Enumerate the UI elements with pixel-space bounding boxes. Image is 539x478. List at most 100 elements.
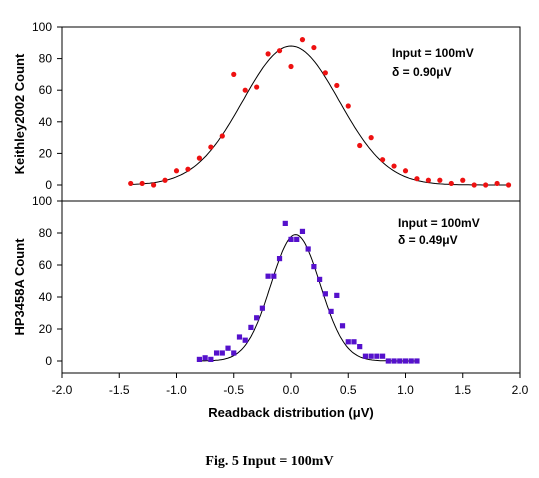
data-point [288, 236, 294, 242]
fit-curve [199, 234, 417, 362]
data-point [231, 71, 237, 77]
data-point [345, 339, 351, 345]
data-point [334, 82, 340, 89]
data-point [317, 276, 323, 282]
y-axis-title: Keithley2002 Count [12, 53, 27, 174]
y-tick-label: 80 [39, 52, 53, 66]
data-point [385, 358, 391, 364]
data-point [402, 358, 409, 364]
data-point [494, 180, 500, 187]
data-point [299, 228, 306, 234]
data-point [139, 180, 145, 187]
y-tick-label: 80 [39, 226, 53, 240]
data-point [328, 308, 334, 314]
x-tick-label: 0.0 [283, 383, 300, 397]
panel-1: 0 20 40 60 80 100 Keithley2002 Count Input = 10… [12, 20, 512, 192]
data-point [173, 168, 180, 174]
data-point [288, 63, 294, 70]
annotation: Input = 100mV [398, 216, 480, 230]
x-tick-label: -1.0 [166, 383, 187, 397]
data-point [408, 358, 414, 364]
y-tick-label: 20 [39, 322, 53, 336]
data-point [305, 246, 311, 252]
data-point [299, 37, 306, 43]
data-point [391, 163, 397, 169]
data-point [357, 142, 363, 149]
data-point [460, 177, 466, 183]
x-tick-label: 1.5 [454, 383, 471, 397]
y-tick-label: 0 [45, 178, 52, 192]
data-point [219, 350, 225, 356]
annotation: Input = 100mV [392, 46, 474, 60]
data-point [437, 177, 443, 183]
data-point [294, 236, 300, 242]
y-tick-label: 60 [39, 258, 53, 272]
data-point [368, 353, 374, 359]
data-point [271, 273, 277, 279]
data-point [276, 48, 283, 54]
data-point [414, 176, 420, 182]
x-tick-label: -2.0 [52, 383, 73, 397]
x-axis-title: Readback distribution (μV) [208, 405, 373, 420]
x-tick-label: 1.0 [397, 383, 414, 397]
fit-curve [130, 45, 509, 186]
x-tick-label: -0.5 [223, 383, 244, 397]
data-point [259, 305, 265, 311]
data-point [208, 356, 214, 362]
data-point [505, 182, 512, 188]
data-point [368, 135, 374, 141]
y-tick-label: 100 [32, 194, 52, 208]
data-point [128, 180, 134, 187]
data-point [219, 133, 225, 139]
y-tick-label: 20 [39, 146, 53, 160]
annotation: δ = 0.49μV [398, 233, 458, 247]
y-tick-label: 40 [39, 115, 53, 129]
data-point [185, 166, 191, 172]
data-point [471, 182, 477, 188]
data-point [483, 182, 489, 188]
data-point [345, 103, 351, 109]
annotation: δ = 0.90μV [392, 65, 452, 79]
data-point [254, 315, 260, 321]
data-point [448, 180, 454, 187]
data-point [242, 337, 248, 343]
data-point [196, 155, 202, 161]
figure-caption: Fig. 5 Input = 100mV [205, 454, 334, 469]
data-point [391, 358, 397, 364]
x-tick-label: -1.5 [109, 383, 130, 397]
data-point [248, 324, 254, 330]
x-tick-label: 0.5 [340, 383, 357, 397]
data-point [231, 350, 237, 356]
data-point [265, 51, 271, 57]
data-point [374, 353, 380, 359]
data-point [254, 84, 260, 90]
y-tick-label: 40 [39, 290, 53, 304]
y-tick-label: 100 [32, 20, 52, 34]
data-point [311, 264, 317, 270]
data-point [208, 144, 214, 150]
data-point [265, 273, 271, 279]
data-point [282, 220, 288, 226]
data-point [322, 291, 328, 297]
data-point [242, 87, 248, 93]
data-point [202, 355, 208, 361]
data-point [380, 353, 386, 359]
data-point [351, 339, 357, 345]
data-point [425, 177, 431, 183]
y-tick-label: 0 [45, 354, 52, 368]
data-point [311, 44, 317, 51]
y-tick-label: 60 [39, 83, 53, 97]
data-point [414, 358, 420, 364]
data-point [196, 356, 202, 362]
data-point [334, 292, 340, 298]
data-point [322, 70, 328, 76]
data-point [357, 344, 363, 350]
data-point [213, 350, 220, 356]
y-axis-title: HP3458A Count [12, 238, 27, 336]
data-point [339, 323, 346, 329]
data-point [151, 182, 157, 188]
x-tick-label: 2.0 [512, 383, 529, 397]
panel-2: 0 20 40 60 80 100 HP3458A Count -2.0 -1.5 -1.0 -0.… [12, 194, 529, 420]
data-point [225, 345, 231, 351]
